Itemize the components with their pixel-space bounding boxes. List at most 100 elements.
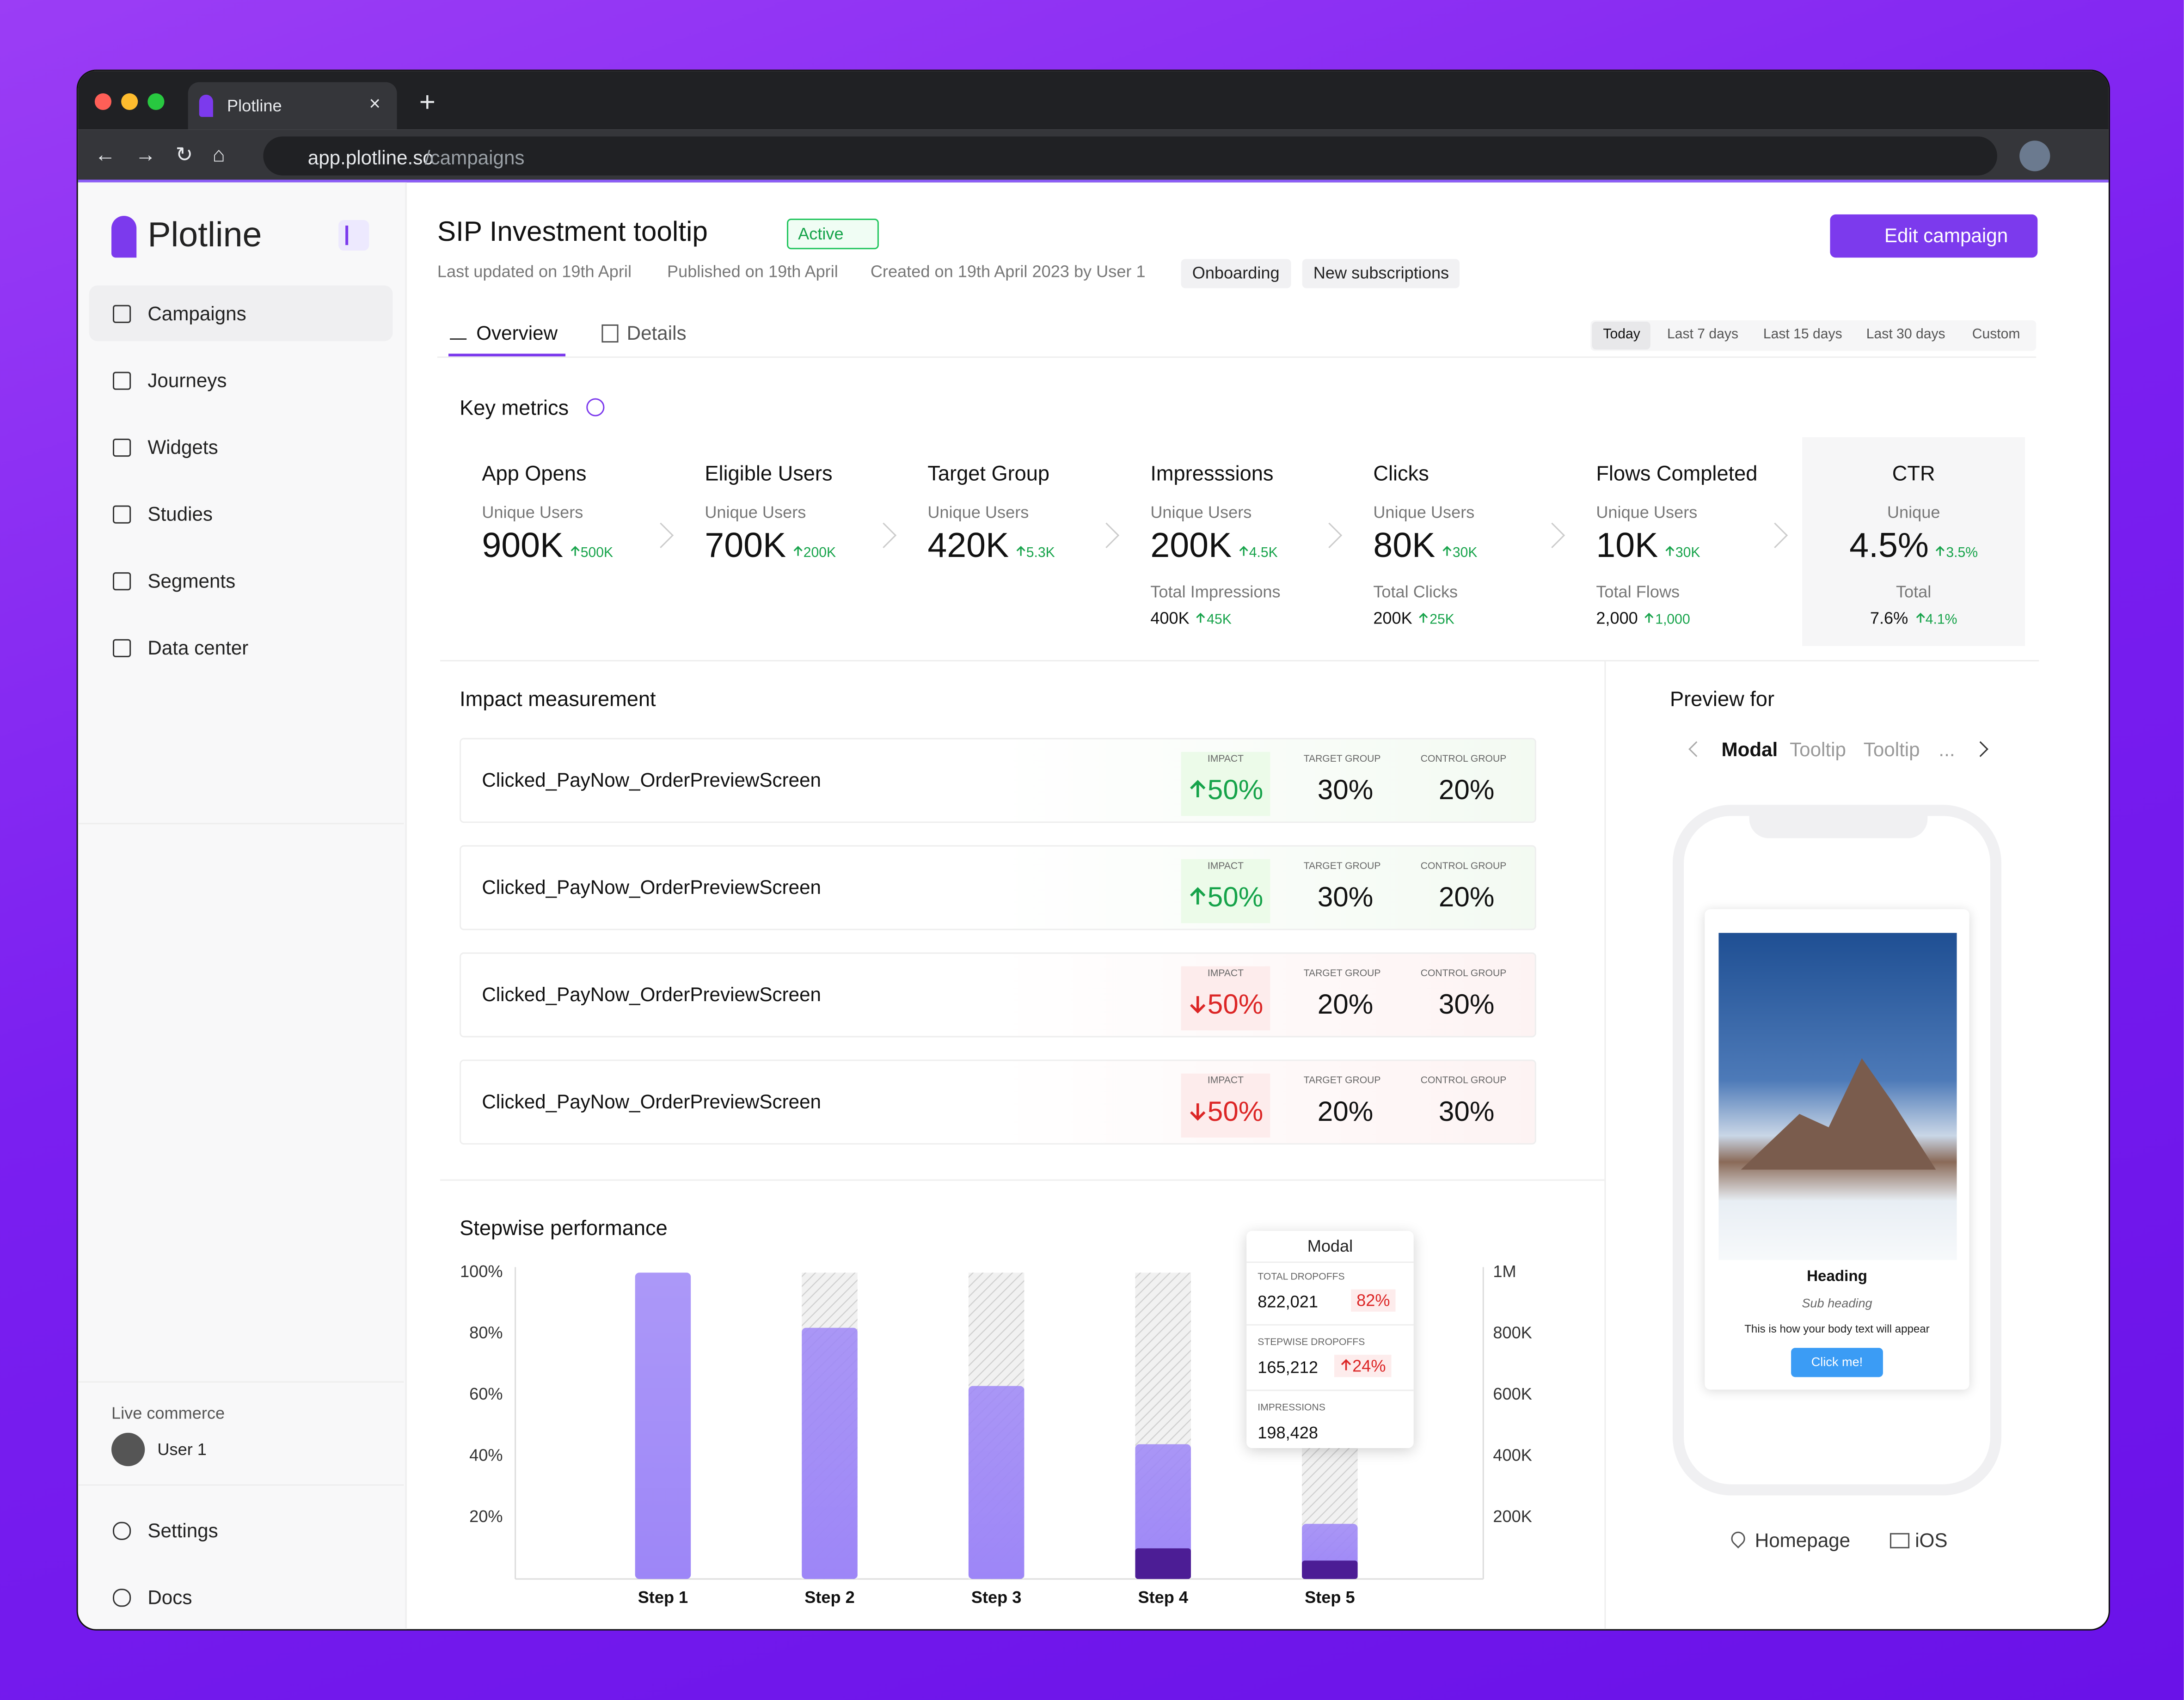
- meta: Last updated on 19th April: [437, 262, 632, 281]
- y-tick-label: 20%: [469, 1507, 503, 1526]
- section-title: Preview for: [1669, 688, 1775, 712]
- footer-item[interactable]: Docs: [147, 1586, 192, 1608]
- x-tick-label: Step 1: [638, 1588, 688, 1607]
- modal-button[interactable]: Click me!: [1791, 1348, 1883, 1377]
- metric-name: Flows Completed: [1596, 462, 1758, 486]
- tab-close[interactable]: ×: [369, 92, 380, 115]
- target-value: 30%: [1317, 882, 1374, 914]
- modal-subheading: Sub heading: [1802, 1296, 1872, 1310]
- impact-divider: [440, 1179, 1605, 1181]
- preview-type[interactable]: Modal: [1721, 738, 1778, 760]
- metric-total: 200K: [1373, 608, 1412, 628]
- range[interactable]: Custom: [1972, 327, 2020, 343]
- nav-buttons[interactable]: ←→↻⌂: [94, 143, 245, 167]
- arrow-icon: [1442, 546, 1452, 556]
- delta: 4.1%: [1914, 613, 1957, 628]
- event-name: Clicked_PayNow_OrderPreviewScreen: [482, 1090, 822, 1113]
- delta: 4.5K: [1238, 546, 1278, 561]
- status[interactable]: Active: [787, 218, 878, 250]
- impact-text: 50%: [1207, 882, 1264, 914]
- metric-value: 900K: [482, 526, 564, 566]
- range[interactable]: Today: [1603, 327, 1640, 343]
- url-field[interactable]: app.plotline.so /campaigns: [263, 136, 1997, 176]
- column-label: IMPACT: [1207, 754, 1244, 764]
- impact-row: [460, 845, 1536, 930]
- preview-type[interactable]: Tooltip: [1863, 738, 1920, 760]
- y2-tick-label: 600K: [1493, 1384, 1532, 1403]
- metric-total-row: 2,000 1,000: [1596, 605, 1690, 630]
- range[interactable]: Last 30 days: [1866, 327, 1945, 343]
- user[interactable]: User 1: [157, 1439, 207, 1460]
- arrow-icon: [1196, 612, 1206, 623]
- metric-value: 80K: [1373, 526, 1436, 566]
- collapse[interactable]: [338, 220, 369, 251]
- max-dot[interactable]: [147, 93, 165, 110]
- tooltip-label: IMPRESSIONS: [1258, 1403, 1325, 1413]
- column-label: IMPACT: [1207, 969, 1244, 979]
- metric-label: Unique Users: [705, 502, 806, 522]
- tooltip-value: 165,212: [1258, 1358, 1319, 1377]
- nav-item[interactable]: Campaigns: [147, 302, 246, 324]
- url-path: /campaigns: [424, 146, 525, 169]
- preview-type[interactable]: ...: [1939, 738, 1955, 760]
- x-tick-label: Step 3: [971, 1588, 1021, 1607]
- nav-icon: [113, 572, 131, 591]
- footer-item[interactable]: Settings: [147, 1519, 218, 1541]
- tab[interactable]: Overview: [476, 321, 558, 344]
- arrow-icon: [1665, 546, 1675, 556]
- impact-row: [460, 1059, 1536, 1145]
- tooltip: [1246, 1231, 1414, 1448]
- workspace: Live commerce: [111, 1403, 225, 1423]
- x-tick-label: Step 5: [1305, 1588, 1355, 1607]
- delta: 30K: [1442, 546, 1477, 561]
- delta-text: 3.5%: [1946, 545, 1978, 562]
- tooltip-value: 822,021: [1258, 1292, 1319, 1312]
- change-text: 82%: [1356, 1290, 1390, 1310]
- tooltip-value: 198,428: [1258, 1423, 1319, 1443]
- metric-name: Impresssions: [1150, 462, 1274, 486]
- range[interactable]: Last 7 days: [1667, 327, 1739, 343]
- event-name: Clicked_PayNow_OrderPreviewScreen: [482, 875, 822, 899]
- delta-text: 4.1%: [1925, 612, 1957, 628]
- nav-active[interactable]: [89, 285, 393, 342]
- nav-item[interactable]: Journeys: [147, 369, 227, 391]
- avatar[interactable]: [2019, 141, 2050, 171]
- tab[interactable]: Details: [626, 321, 687, 344]
- nav-item[interactable]: Data center: [147, 636, 249, 659]
- preview-divider: [1604, 661, 1606, 1629]
- footer-icon: [113, 1589, 131, 1607]
- range[interactable]: Last 15 days: [1763, 327, 1842, 343]
- logo-mark: [111, 215, 137, 258]
- nav-item[interactable]: Widgets: [147, 435, 218, 459]
- nav-icon: [113, 305, 131, 323]
- metric-total: 2,000: [1596, 608, 1638, 628]
- control-value: 30%: [1438, 990, 1495, 1021]
- nav-item[interactable]: Segments: [147, 569, 236, 592]
- new-tab[interactable]: +: [419, 87, 436, 119]
- range-active[interactable]: [1592, 321, 1650, 350]
- user-avatar: [111, 1432, 145, 1467]
- delta-text: 25K: [1429, 612, 1454, 628]
- campaign-title: SIP Investment tooltip: [437, 217, 708, 248]
- arrow-icon: [571, 546, 580, 556]
- nav-icon: [113, 639, 131, 657]
- tooltip-change: 24%: [1334, 1355, 1392, 1377]
- delta: 25K: [1418, 613, 1454, 628]
- url-host: app.plotline.so: [307, 146, 434, 169]
- control-value: 20%: [1438, 882, 1495, 914]
- metric-value-row: 10K 30K: [1596, 526, 1700, 567]
- tooltip-sep: [1246, 1261, 1414, 1263]
- edit-button[interactable]: Edit campaign: [1830, 214, 2038, 258]
- column-label: CONTROL GROUP: [1420, 754, 1507, 764]
- min-dot[interactable]: [121, 93, 138, 110]
- arrow-icon: [1190, 887, 1206, 905]
- column-label: CONTROL GROUP: [1420, 969, 1507, 979]
- target-value: 30%: [1317, 775, 1374, 807]
- nav-item[interactable]: Studies: [147, 502, 213, 525]
- close-dot[interactable]: [94, 93, 111, 110]
- preview-type[interactable]: Tooltip: [1790, 738, 1846, 760]
- arrow-icon: [793, 546, 803, 556]
- tab[interactable]: Plotline ×: [188, 82, 397, 130]
- info-icon: [586, 398, 605, 416]
